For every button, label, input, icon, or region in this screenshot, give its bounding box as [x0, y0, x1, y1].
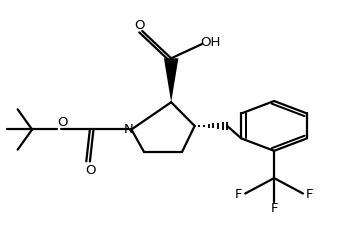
Text: OH: OH [200, 36, 221, 49]
Text: N: N [124, 123, 134, 136]
Text: O: O [86, 164, 96, 177]
Text: F: F [235, 188, 242, 201]
Text: F: F [306, 188, 313, 201]
Text: F: F [270, 203, 278, 216]
Polygon shape [164, 58, 178, 102]
Text: O: O [134, 19, 145, 32]
Text: O: O [58, 116, 68, 129]
